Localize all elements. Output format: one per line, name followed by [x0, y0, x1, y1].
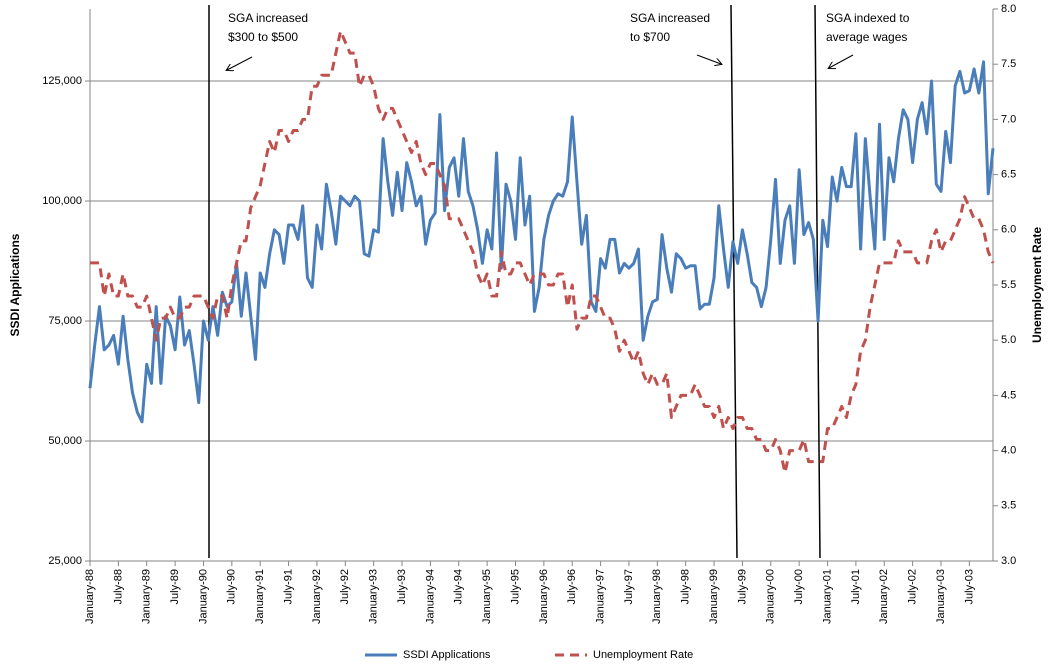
- x-tick-label: January-02: [878, 569, 890, 624]
- annotation-line: [814, 4, 821, 559]
- annotation-line: [730, 4, 738, 559]
- x-tick-label: July-98: [680, 569, 692, 604]
- annotation-text: average wages: [826, 30, 907, 44]
- y-tick-label: 125,000: [42, 75, 82, 87]
- y2-tick-label: 4.5: [1001, 389, 1016, 401]
- y2-tick-label: 5.0: [1001, 334, 1016, 346]
- annotation-arrow: [829, 54, 854, 68]
- x-tick-label: July-92: [339, 569, 351, 604]
- legend-label: SSDI Applications: [403, 649, 491, 661]
- y-tick-label: 100,000: [42, 195, 82, 207]
- y2-tick-label: 3.0: [1001, 555, 1016, 567]
- x-tick-label: July-90: [226, 569, 238, 604]
- annotation-text: $300 to $500: [228, 30, 298, 44]
- annotation-text: SGA increased: [228, 11, 308, 25]
- x-tick-label: January-99: [708, 569, 720, 624]
- x-tick-label: January-00: [765, 569, 777, 624]
- x-tick-label: January-89: [141, 569, 153, 624]
- y2-tick-label: 7.0: [1001, 113, 1016, 125]
- series-line: [90, 29, 995, 475]
- y-tick-label: 25,000: [48, 555, 82, 567]
- x-tick-label: July-03: [963, 569, 975, 604]
- x-tick-label: July-89: [169, 569, 181, 604]
- x-tick-label: January-97: [595, 569, 607, 624]
- x-tick-label: July-97: [623, 569, 635, 604]
- x-tick-label: January-90: [197, 569, 209, 624]
- annotation-arrow: [227, 56, 253, 70]
- legend-label: Unemployment Rate: [593, 649, 693, 661]
- annotation-text: SGA increased: [630, 11, 710, 25]
- x-tick-label: July-91: [282, 569, 294, 604]
- x-tick-label: January-01: [821, 569, 833, 624]
- x-tick-label: July-02: [907, 569, 919, 604]
- x-tick-label: January-88: [84, 569, 96, 624]
- x-tick-label: January-94: [424, 569, 436, 624]
- x-tick-label: July-94: [453, 569, 465, 604]
- y-tick-label: 75,000: [48, 315, 82, 327]
- x-tick-label: January-91: [254, 569, 266, 624]
- annotation-text: SGA indexed to: [826, 11, 910, 25]
- series-line: [88, 60, 995, 424]
- y2-tick-label: 4.0: [1001, 445, 1016, 457]
- y2-tick-label: 8.0: [1001, 3, 1016, 15]
- y2-tick-label: 7.5: [1001, 58, 1016, 70]
- y2-axis-title: Unemployment Rate: [1030, 227, 1044, 343]
- x-tick-label: July-99: [736, 569, 748, 604]
- x-tick-label: July-00: [793, 569, 805, 604]
- x-tick-label: January-96: [538, 569, 550, 624]
- x-tick-label: July-01: [850, 569, 862, 604]
- x-tick-label: July-96: [566, 569, 578, 604]
- x-tick-label: July-88: [112, 569, 124, 604]
- x-tick-label: January-03: [935, 569, 947, 624]
- annotation-arrow: [696, 54, 721, 64]
- y-tick-label: 50,000: [48, 435, 82, 447]
- x-tick-label: January-98: [651, 569, 663, 624]
- x-tick-label: January-93: [368, 569, 380, 624]
- x-tick-label: July-93: [396, 569, 408, 604]
- y2-tick-label: 6.0: [1001, 224, 1016, 236]
- x-tick-label: January-95: [481, 569, 493, 624]
- y2-tick-label: 6.5: [1001, 169, 1016, 181]
- x-tick-label: July-95: [509, 569, 521, 604]
- annotation-text: to $700: [630, 30, 670, 44]
- x-tick-label: January-92: [311, 569, 323, 624]
- y2-tick-label: 5.5: [1001, 279, 1016, 291]
- y-axis-title: SSDI Applications: [8, 233, 22, 336]
- y2-tick-label: 3.5: [1001, 500, 1016, 512]
